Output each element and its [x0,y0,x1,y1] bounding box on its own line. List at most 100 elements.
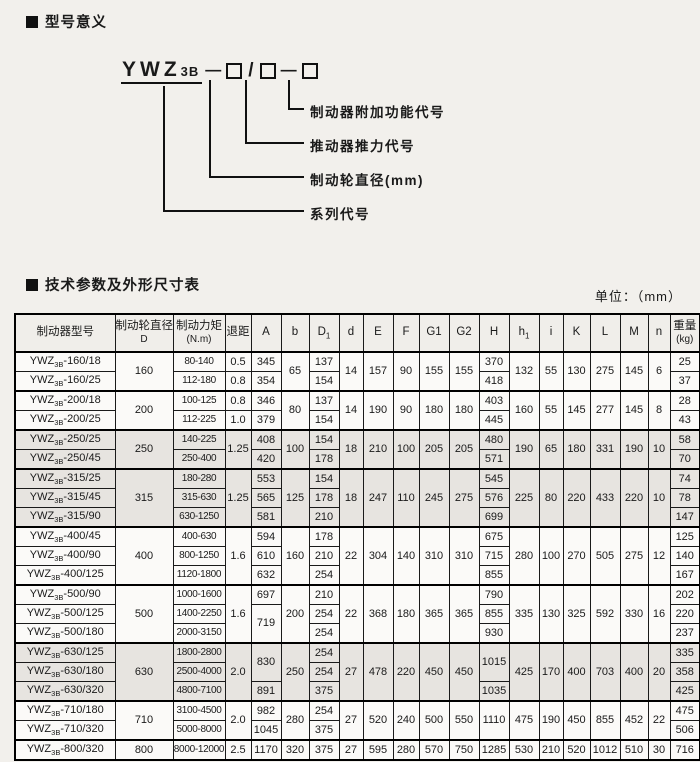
dim-G2-cell: 155 [448,351,480,392]
weight-cell: 140 [669,546,700,566]
dim-E-cell: 210 [362,429,394,470]
dim-H-cell: 576 [478,488,510,508]
dim-K-cell: 270 [562,526,591,586]
column-header-H: H [478,313,510,353]
dim-A-cell: 1045 [250,720,282,741]
dim-A-cell: 982 [250,700,282,721]
retreat-cell: 1.25 [224,429,252,470]
code-separator-dash-2: — [280,62,297,79]
dim-F-cell: 220 [392,642,420,702]
dim-G1-cell: 180 [418,390,450,431]
model-cell: YWZ3B-630/125 [14,642,116,663]
connector-line-thrust [245,80,304,144]
retreat-cell: 2.0 [224,700,252,741]
model-code-line: YWZ 3B — / — [121,57,320,85]
torque-cell: 315-630 [172,488,226,508]
torque-cell: 1120-1800 [172,565,226,586]
dim-F-cell: 90 [392,390,420,431]
model-cell: YWZ3B-400/45 [14,526,116,547]
weight-cell: 78 [669,488,700,508]
dim-i-cell: 130 [538,584,564,644]
retreat-cell: 1.0 [224,410,252,431]
weight-cell: 167 [669,565,700,586]
torque-cell: 1000-1600 [172,584,226,605]
dim-E-cell: 304 [362,526,394,586]
dim-K-cell: 220 [562,468,591,528]
code-separator-dash: — [205,62,222,79]
dim-h1-cell: 530 [508,739,540,761]
torque-cell: 8000-12000 [172,739,226,761]
dim-L-cell: 703 [589,642,621,702]
model-cell: YWZ3B-250/45 [14,449,116,470]
dim-D1-cell: 254 [308,565,340,586]
dim-H-cell: 855 [478,565,510,586]
dim-D1-cell: 210 [308,546,340,566]
dim-M-cell: 330 [619,584,649,644]
dim-G1-cell: 570 [418,739,450,761]
model-cell: YWZ3B-160/25 [14,371,116,392]
dim-E-cell: 247 [362,468,394,528]
dim-G2-cell: 450 [448,642,480,702]
dim-n-cell: 6 [647,351,671,392]
torque-cell: 180-280 [172,468,226,489]
dim-H-cell: 571 [478,449,510,470]
dim-L-cell: 1012 [589,739,621,761]
weight-cell: 425 [669,681,700,702]
dim-H-cell: 445 [478,410,510,431]
model-cell: YWZ3B-630/320 [14,681,116,702]
torque-cell: 112-225 [172,410,226,431]
weight-cell: 43 [669,410,700,431]
column-header-i: i [538,313,564,353]
dim-A-cell: 719 [250,604,282,644]
section-bullet-icon [26,15,38,28]
dim-H-cell: 403 [478,390,510,411]
connector-line-series [163,86,304,212]
retreat-cell: 2.5 [224,739,252,761]
column-header-wheel-diameter: 制动轮直径 D [114,313,174,353]
model-cell: YWZ3B-500/90 [14,584,116,605]
weight-cell: 70 [669,449,700,470]
dim-E-cell: 520 [362,700,394,741]
dim-A-cell: 632 [250,565,282,586]
weight-cell: 475 [669,700,700,721]
dim-D1-cell: 154 [308,429,340,450]
dim-L-cell: 275 [589,351,621,392]
dim-K-cell: 520 [562,739,591,761]
dim-n-cell: 22 [647,700,671,741]
dim-b-cell: 80 [280,390,310,431]
dim-L-cell: 331 [589,429,621,470]
dim-K-cell: 130 [562,351,591,392]
column-header-b: b [280,313,310,353]
dim-i-cell: 65 [538,429,564,470]
dim-h1-cell: 335 [508,584,540,644]
dim-b-cell: 280 [280,700,310,741]
dim-A-cell: 379 [250,410,282,431]
model-cell: YWZ3B-710/320 [14,720,116,741]
dim-L-cell: 277 [589,390,621,431]
dim-F-cell: 90 [392,351,420,392]
model-cell: YWZ3B-400/90 [14,546,116,566]
dim-F-cell: 100 [392,429,420,470]
dim-A-cell: 1170 [250,739,282,761]
dim-H-cell: 855 [478,604,510,624]
dim-n-cell: 10 [647,429,671,470]
column-header-G1: G1 [418,313,450,353]
torque-cell: 2500-4000 [172,662,226,682]
dim-H-cell: 370 [478,351,510,372]
dim-D1-cell: 254 [308,604,340,624]
weight-cell: 28 [669,390,700,411]
dim-i-cell: 80 [538,468,564,528]
dim-h1-cell: 475 [508,700,540,741]
dim-G2-cell: 205 [448,429,480,470]
column-header-G2: G2 [448,313,480,353]
column-header-retreat: 退距 [224,313,252,353]
wheel-diameter-cell: 630 [114,642,174,702]
dim-d-cell: 27 [338,642,364,702]
dim-i-cell: 190 [538,700,564,741]
dim-G2-cell: 550 [448,700,480,741]
dim-A-cell: 610 [250,546,282,566]
dim-d-cell: 18 [338,468,364,528]
column-header-model: 制动器型号 [14,313,116,353]
dim-h1-cell: 280 [508,526,540,586]
